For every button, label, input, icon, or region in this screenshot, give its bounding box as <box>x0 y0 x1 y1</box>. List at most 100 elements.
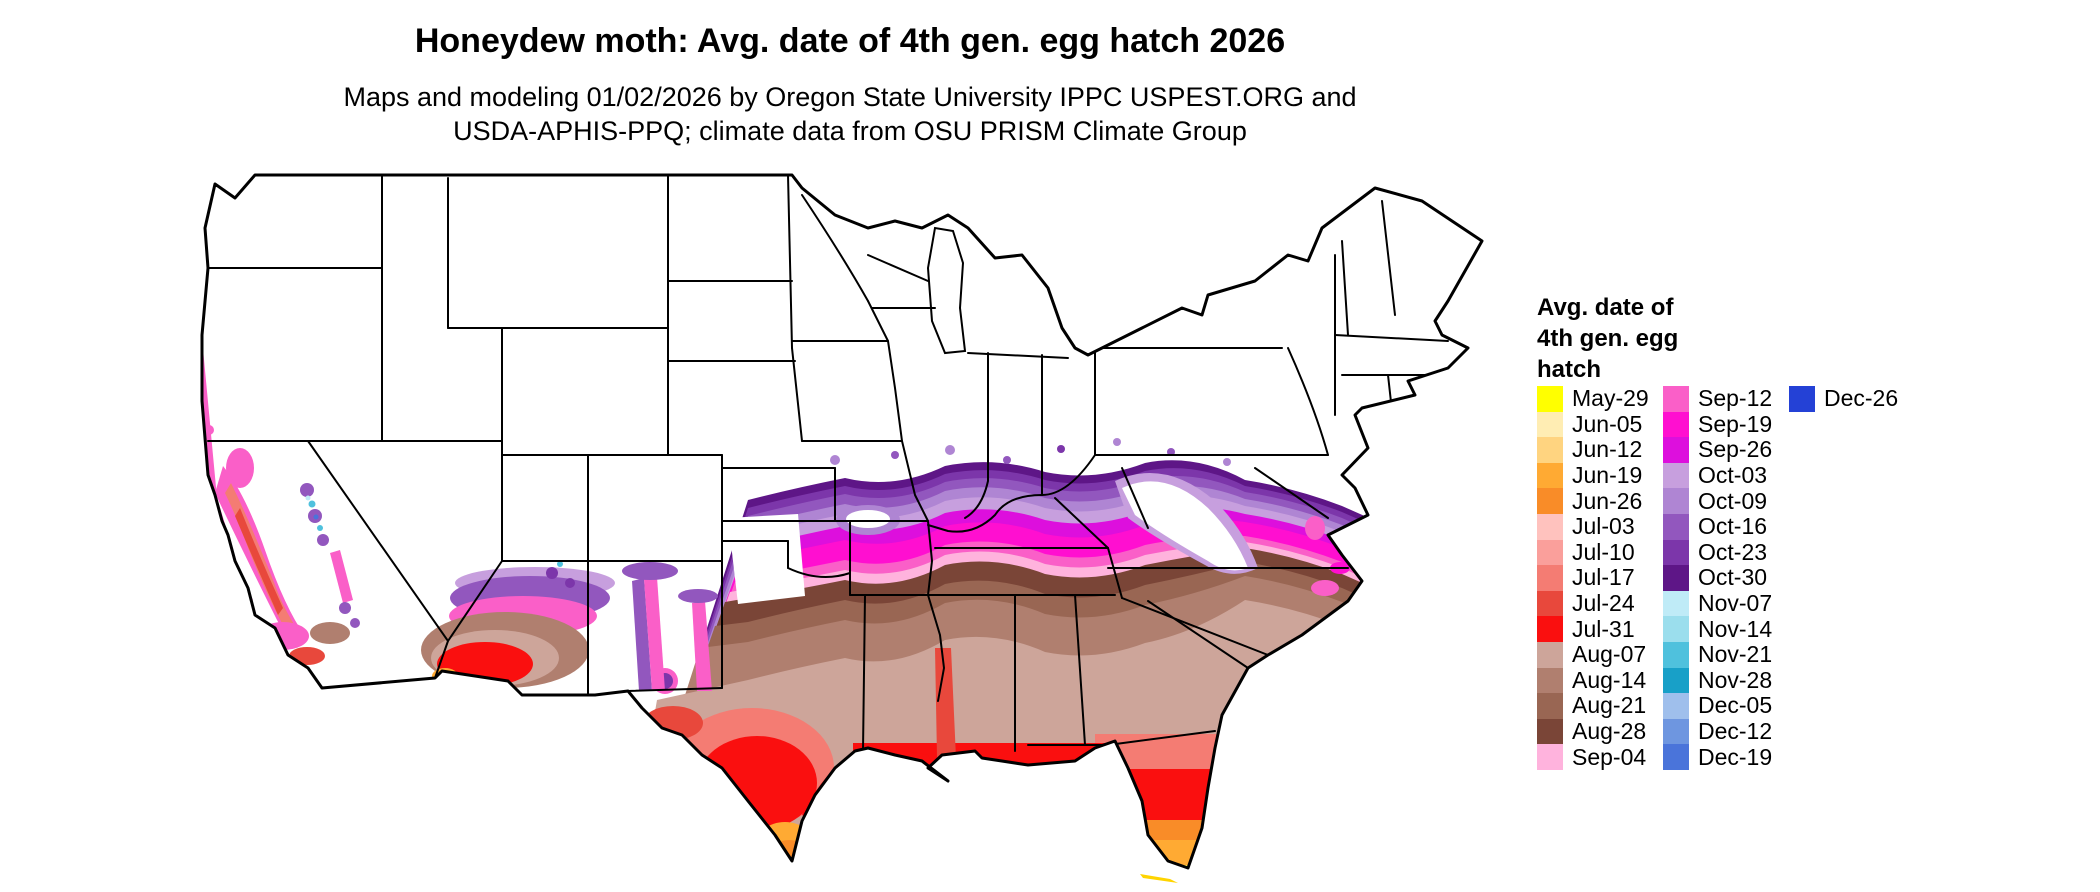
us-map <box>200 173 1484 883</box>
legend-swatch <box>1663 513 1689 540</box>
legend-column: May-29 Jun-05 Jun-12 Jun-19 Jun-26 Jul-03 Jul-… <box>1537 385 1663 770</box>
lake-michigan <box>926 226 967 355</box>
legend-item: Jun-05 <box>1537 411 1663 438</box>
legend-swatch <box>1663 693 1689 719</box>
legend-swatch <box>1663 462 1689 489</box>
legend-item: Jul-24 <box>1537 590 1663 617</box>
legend-column: Sep-12 Sep-19 Sep-26 Oct-03 Oct-09 Oct-16 Oct-… <box>1663 385 1789 770</box>
legend-swatch <box>1663 667 1689 694</box>
legend-item: Aug-28 <box>1537 718 1663 745</box>
legend-item: Jul-31 <box>1537 616 1663 642</box>
legend-swatch <box>1789 386 1815 412</box>
legend-swatch <box>1537 616 1563 642</box>
legend-title-line-1: Avg. date of <box>1537 294 1674 321</box>
legend-item: Nov-07 <box>1663 590 1789 617</box>
legend-label: Nov-07 <box>1698 590 1773 617</box>
legend-item: Aug-14 <box>1537 666 1663 694</box>
legend-label: Oct-23 <box>1698 538 1768 565</box>
legend-swatch <box>1663 744 1689 770</box>
state-borders <box>207 175 1449 752</box>
legend-title-line-2: 4th gen. egg <box>1537 325 1679 352</box>
legend-label: Dec-19 <box>1698 743 1773 770</box>
legend-label: May-29 <box>1572 385 1649 412</box>
legend-entries: May-29 Jun-05 Jun-12 Jun-19 Jun-26 Jul-03 Jul-… <box>1537 385 1915 770</box>
legend-swatch <box>1663 411 1689 438</box>
legend-label: Sep-26 <box>1698 436 1773 463</box>
legend-label: Nov-14 <box>1698 615 1773 642</box>
legend-label: Jul-17 <box>1572 564 1635 591</box>
legend-swatch <box>1663 641 1689 668</box>
legend-item: Nov-28 <box>1663 667 1789 694</box>
legend-item: Oct-03 <box>1663 462 1789 489</box>
legend-label: Jul-31 <box>1572 615 1635 642</box>
legend-label: Jun-19 <box>1572 462 1643 489</box>
legend-title-line-3: hatch <box>1537 356 1602 383</box>
legend-item: Jun-26 <box>1537 488 1663 514</box>
legend-label: Aug-07 <box>1572 641 1647 668</box>
legend-label: Oct-03 <box>1698 462 1768 489</box>
legend-swatch <box>1663 616 1689 642</box>
legend-label: Jul-03 <box>1572 513 1635 540</box>
legend-swatch <box>1663 437 1689 463</box>
legend-swatch <box>1537 437 1563 463</box>
legend-swatch <box>1663 590 1689 617</box>
legend-item: Jul-17 <box>1537 564 1663 591</box>
legend-label: Jul-24 <box>1572 590 1635 617</box>
legend-item: Sep-19 <box>1663 410 1789 438</box>
legend-swatch <box>1663 539 1689 566</box>
legend-item: Dec-19 <box>1663 744 1789 770</box>
us-outline <box>200 173 1484 870</box>
subtitle-line-2: USDA-APHIS-PPQ; climate data from OSU PR… <box>453 116 1247 146</box>
legend-swatch <box>1537 693 1563 719</box>
subtitle-line-1: Maps and modeling 01/02/2026 by Oregon S… <box>343 82 1357 112</box>
legend-item: Sep-26 <box>1663 436 1789 463</box>
legend-label: Jul-10 <box>1572 538 1635 565</box>
legend-label: Dec-26 <box>1824 385 1899 412</box>
legend-item: Jul-10 <box>1537 538 1663 566</box>
legend-label: Oct-09 <box>1698 487 1768 514</box>
legend-label: Oct-16 <box>1698 513 1768 540</box>
legend-swatch <box>1537 718 1563 745</box>
legend-item: Aug-07 <box>1537 641 1663 668</box>
map-legend: Avg. date of 4th gen. egg hatch May-29 Ju… <box>1537 292 2017 770</box>
legend-swatch <box>1663 488 1689 514</box>
subtitle: Maps and modeling 01/02/2026 by Oregon S… <box>0 80 1700 148</box>
legend-label: Dec-12 <box>1698 718 1773 745</box>
legend-item: May-29 <box>1537 385 1663 412</box>
legend-label: Jun-26 <box>1572 487 1643 514</box>
legend-item: Sep-04 <box>1537 744 1663 770</box>
legend-item: Dec-05 <box>1663 692 1789 719</box>
legend-item: Jun-19 <box>1537 462 1663 489</box>
legend-item: Nov-21 <box>1663 641 1789 668</box>
legend-label: Aug-14 <box>1572 666 1647 693</box>
legend-item: Jul-03 <box>1537 513 1663 540</box>
legend-label: Sep-19 <box>1698 410 1773 437</box>
us-map-container <box>195 168 1495 884</box>
florida-keys <box>1140 874 1178 883</box>
legend-label: Sep-04 <box>1572 743 1647 770</box>
legend-item: Oct-23 <box>1663 538 1789 566</box>
legend-swatch <box>1537 667 1563 694</box>
legend-label: Nov-21 <box>1698 641 1773 668</box>
legend-swatch <box>1537 386 1563 412</box>
legend-swatch <box>1537 641 1563 668</box>
legend-label: Sep-12 <box>1698 385 1773 412</box>
legend-item: Oct-30 <box>1663 564 1789 591</box>
page-title: Honeydew moth: Avg. date of 4th gen. egg… <box>414 22 1286 60</box>
legend-item: Aug-21 <box>1537 692 1663 719</box>
legend-swatch <box>1663 386 1689 412</box>
legend-title: Avg. date of 4th gen. egg hatch <box>1537 292 2017 385</box>
legend-swatch <box>1537 411 1563 438</box>
legend-item: Jun-12 <box>1537 436 1663 463</box>
legend-swatch <box>1537 744 1563 770</box>
legend-item: Sep-12 <box>1663 385 1789 412</box>
legend-swatch <box>1537 539 1563 566</box>
legend-label: Dec-05 <box>1698 692 1773 719</box>
legend-item: Oct-16 <box>1663 513 1789 540</box>
legend-label: Aug-21 <box>1572 692 1647 719</box>
legend-swatch <box>1537 462 1563 489</box>
legend-swatch <box>1537 565 1563 591</box>
legend-item: Oct-09 <box>1663 488 1789 514</box>
legend-swatch <box>1537 488 1563 514</box>
